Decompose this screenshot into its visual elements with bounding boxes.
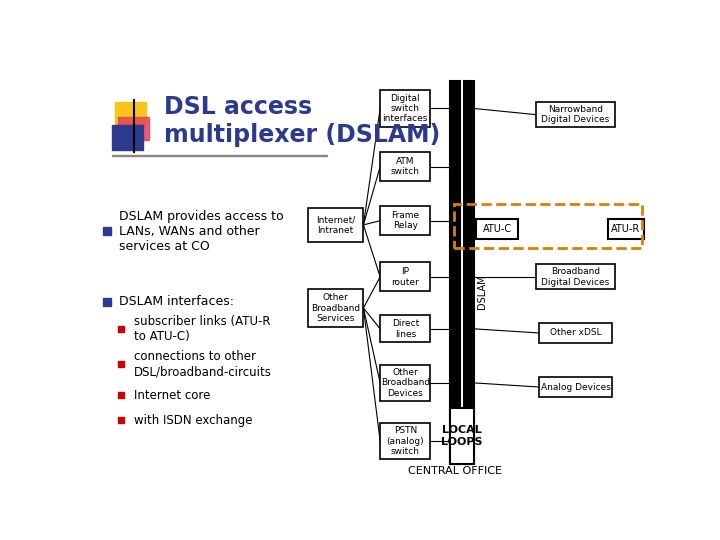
Bar [450, 82, 460, 464]
Text: Analog Devices: Analog Devices [541, 382, 611, 392]
Bar [464, 82, 474, 464]
Bar [380, 423, 431, 459]
Bar [536, 102, 615, 127]
Bar [115, 102, 145, 125]
Text: ATU-C: ATU-C [483, 224, 512, 234]
Bar [454, 204, 642, 248]
Text: Internet/
Intranet: Internet/ Intranet [316, 215, 355, 234]
Text: Broadband
Digital Devices: Broadband Digital Devices [541, 267, 610, 287]
Text: ATU-R: ATU-R [611, 224, 640, 234]
Text: Internet core: Internet core [133, 389, 210, 402]
Text: Narrowband
Digital Devices: Narrowband Digital Devices [541, 105, 610, 124]
Bar [380, 90, 431, 127]
Bar [380, 365, 431, 401]
Bar [380, 315, 431, 342]
Text: Direct
lines: Direct lines [392, 319, 419, 339]
Text: subscriber links (ATU-R
to ATU-C): subscriber links (ATU-R to ATU-C) [133, 315, 270, 343]
Text: ATM
switch: ATM switch [391, 157, 420, 177]
Bar [112, 125, 143, 150]
Text: IP
router: IP router [392, 267, 419, 287]
Text: PSTN
(analog)
switch: PSTN (analog) switch [387, 426, 424, 456]
Bar [307, 289, 364, 327]
Text: Digital
switch
interfaces: Digital switch interfaces [382, 93, 428, 123]
Text: DSLAM: DSLAM [477, 274, 487, 309]
Text: Frame
Relay: Frame Relay [391, 211, 419, 231]
Text: CENTRAL OFFICE: CENTRAL OFFICE [408, 467, 503, 476]
Bar [112, 154, 327, 156]
Bar [539, 322, 612, 343]
Bar [608, 219, 644, 239]
Bar [539, 377, 612, 397]
Bar [380, 206, 431, 235]
Text: with ISDN exchange: with ISDN exchange [133, 414, 252, 427]
Bar [536, 265, 615, 289]
Bar [118, 117, 148, 140]
Text: DSL access
multiplexer (DSLAM): DSL access multiplexer (DSLAM) [164, 95, 440, 147]
Text: DSLAM interfaces:: DSLAM interfaces: [119, 295, 234, 308]
Text: Other xDSL: Other xDSL [549, 328, 601, 338]
Bar [450, 408, 474, 464]
Bar [477, 219, 518, 239]
Text: connections to other
DSL/broadband-circuits: connections to other DSL/broadband-circu… [133, 350, 271, 378]
Text: DSLAM provides access to
LANs, WANs and other
services at CO: DSLAM provides access to LANs, WANs and … [119, 210, 284, 253]
Bar [307, 208, 364, 241]
Bar [380, 152, 431, 181]
Text: LOCAL
LOOPS: LOCAL LOOPS [441, 425, 482, 447]
Text: Other
Broadband
Devices: Other Broadband Devices [381, 368, 430, 398]
Bar [380, 262, 431, 292]
Text: Other
Broadband
Services: Other Broadband Services [311, 293, 360, 323]
